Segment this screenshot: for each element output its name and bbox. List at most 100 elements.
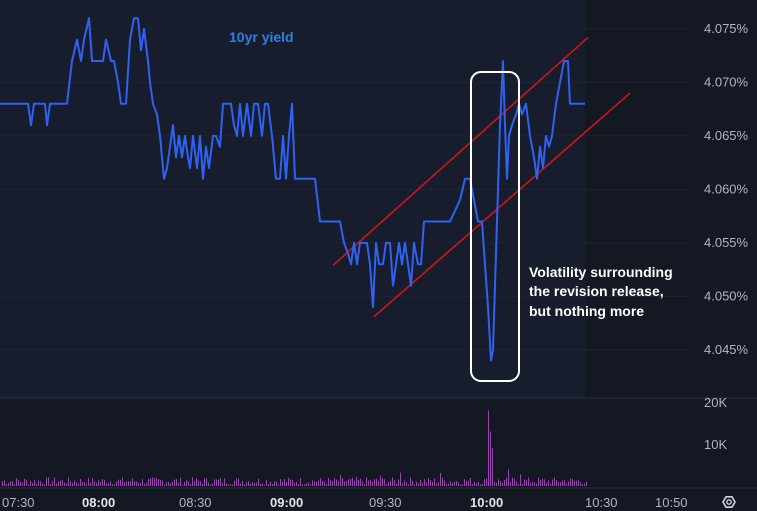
trend-line [332,36,589,266]
volume-bar [20,481,21,486]
volume-bar [208,482,209,486]
volume-bar [262,483,263,486]
volume-bar [76,482,77,486]
volume-bar [132,478,133,486]
volume-bar [240,483,241,486]
volume-bar [182,484,183,486]
volume-bar [490,431,491,486]
volume-bar [290,479,291,486]
volume-bar [244,484,245,486]
volume-bar [194,481,195,486]
volume-tick-label: 10K [704,437,727,452]
volume-bar [376,478,377,486]
volume-bar [412,480,413,486]
volume-bar [228,484,229,486]
volume-bar [18,480,19,486]
chart-title: 10yr yield [229,29,294,45]
volume-bar [56,483,57,486]
y-tick-label: 4.070% [704,74,749,89]
volume-bar [370,479,371,486]
volume-bar [206,477,207,486]
volume-bar [218,479,219,486]
volume-bar [538,477,539,486]
annotation-line: but nothing more [529,303,644,319]
volume-bar [116,481,117,486]
volume-bar [374,479,375,486]
volume-bar [150,478,151,486]
volume-bar [188,481,189,486]
volume-bar [528,477,529,486]
volume-bar [576,480,577,486]
volume-bar [404,480,405,486]
volume-bar [512,477,513,486]
volume-bar [286,482,287,486]
volume-bar [460,484,461,486]
x-tick-label: 10:00 [470,495,503,510]
volume-bar [154,477,155,486]
volume-bar [204,478,205,486]
volume-bar [284,479,285,486]
volume-bar [30,480,31,486]
y-tick-label: 4.050% [704,288,749,303]
volume-bar [68,477,69,486]
volume-bar [448,483,449,486]
highlight-box [470,71,520,382]
volume-bar [516,481,517,486]
volume-bar [148,478,149,486]
volume-bar [22,482,23,486]
volume-bar [222,483,223,486]
volume-bar [4,480,5,486]
volume-bar [572,479,573,486]
volume-bar [324,481,325,486]
volume-bar [118,479,119,486]
volume-bar [546,482,547,486]
x-tick-label: 09:00 [270,495,303,510]
volume-bar [498,479,499,486]
volume-bar [254,483,255,486]
volume-bar [288,477,289,486]
volume-bar [62,479,63,486]
settings-icon[interactable] [722,496,736,508]
y-axis-labels: 4.045% 4.050% 4.055% 4.060% 4.065% 4.070% 4.07… [704,21,749,357]
volume-bar [410,477,411,486]
volume-bar [72,482,73,486]
volume-bar [306,483,307,486]
volume-bar [90,482,91,486]
volume-bar [212,483,213,486]
volume-bar [260,483,261,486]
volume-bar [314,481,315,486]
volume-bar [478,481,479,486]
volume-bar [514,478,515,486]
volume-bar [438,482,439,486]
volume-bar [430,480,431,486]
volume-bar [36,483,37,486]
volume-bar [50,483,51,486]
volume-bar [242,481,243,486]
volume-bar [530,482,531,486]
x-tick-label: 08:00 [82,495,115,510]
volume-bar [342,478,343,486]
volume-bar [488,410,489,486]
volume-bar [428,477,429,486]
volume-bar [368,480,369,486]
x-tick-label: 07:30 [2,495,35,510]
x-tick-label: 10:50 [655,495,688,510]
volume-bar [166,482,167,486]
volume-bar [432,481,433,486]
annotation-line: the revision release, [529,283,664,299]
volume-bar [34,479,35,486]
y-tick-label: 4.045% [704,342,749,357]
volume-bar [234,480,235,486]
volume-bar [360,478,361,486]
volume-bar [96,482,97,486]
volume-bar [202,483,203,486]
volume-bar [74,480,75,486]
volume-bar [334,477,335,486]
volume-bar [146,482,147,486]
volume-bar [2,481,3,486]
volume-bar [574,480,575,486]
volume-bar [344,481,345,486]
volume-bar [280,479,281,486]
volume-bar [372,481,373,486]
volume-bar [520,474,521,486]
